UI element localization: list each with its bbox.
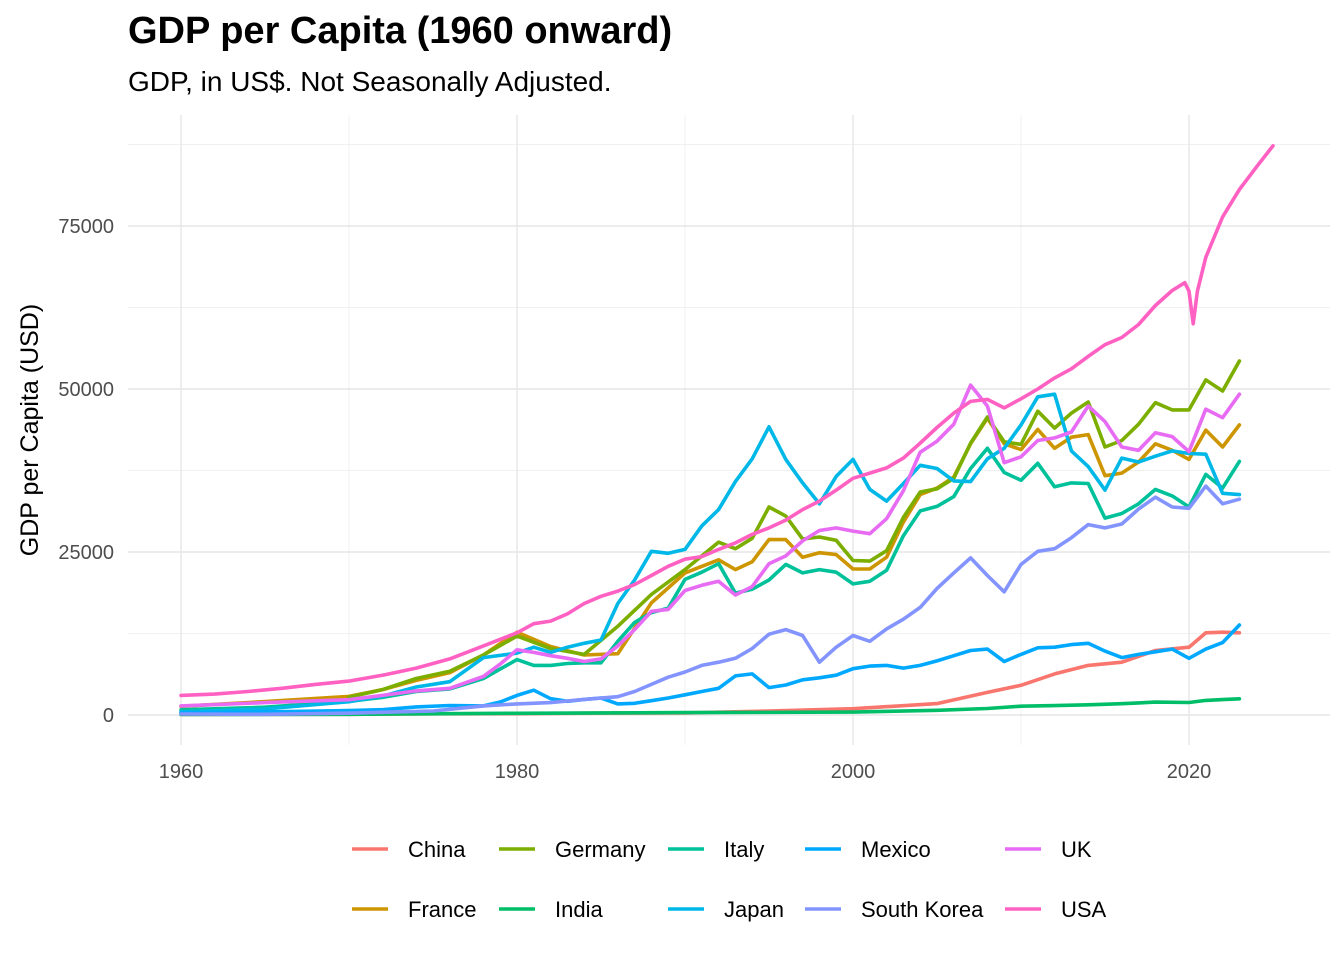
legend-label-france: France xyxy=(408,897,476,922)
series-line-japan xyxy=(179,392,1242,714)
y-tick-label: 25000 xyxy=(58,542,114,564)
legend-label-india: India xyxy=(555,897,603,922)
y-tick-label: 75000 xyxy=(58,216,114,238)
y-tick-label: 50000 xyxy=(58,379,114,401)
x-tick-label: 1960 xyxy=(159,761,204,783)
x-tick-label: 2020 xyxy=(1167,761,1212,783)
x-tick-label: 2000 xyxy=(831,761,876,783)
y-tick-label: 0 xyxy=(103,705,114,727)
x-tick-label: 1980 xyxy=(495,761,540,783)
series-line-germany xyxy=(347,359,1242,699)
y-axis-title: GDP per Capita (USD) xyxy=(16,304,44,556)
series-line-mexico xyxy=(179,623,1242,715)
legend-label-uk: UK xyxy=(1061,837,1092,862)
series-line-india xyxy=(179,696,1242,717)
legend-label-china: China xyxy=(408,837,466,862)
series-line-uk xyxy=(179,383,1242,708)
chart-title: GDP per Capita (1960 onward) xyxy=(128,10,673,52)
legend-label-germany: Germany xyxy=(555,837,645,862)
legend-label-italy: Italy xyxy=(724,837,764,862)
chart-subtitle: GDP, in US$. Not Seasonally Adjusted. xyxy=(128,66,612,97)
legend-label-south-korea: South Korea xyxy=(861,897,984,922)
series-line-usa xyxy=(179,144,1275,698)
series-line-france xyxy=(179,416,1242,709)
series-line-italy xyxy=(179,446,1242,712)
legend-label-usa: USA xyxy=(1061,897,1107,922)
legend-label-japan: Japan xyxy=(724,897,784,922)
legend-label-mexico: Mexico xyxy=(861,837,931,862)
series-line-south-korea xyxy=(179,484,1242,717)
